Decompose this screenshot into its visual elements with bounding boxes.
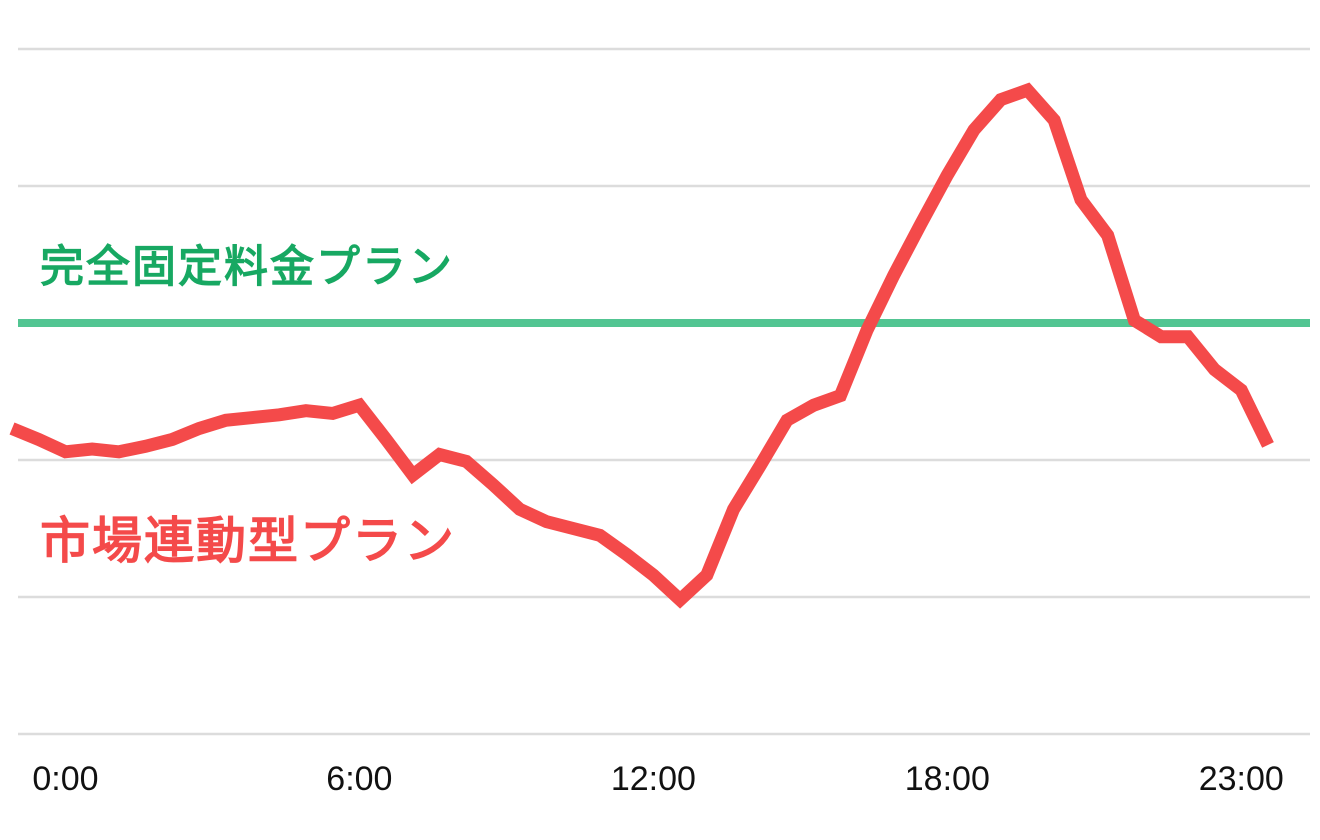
x-tick-label: 6:00 [326,760,392,798]
price-line [9,82,1274,609]
series-label: 市場連動型プラン [40,513,456,569]
x-tick-label: 18:00 [905,760,990,798]
x-tick-label: 0:00 [32,760,98,798]
x-tick-label: 12:00 [611,760,696,798]
fixed-plan-label: 完全固定料金プラン [40,242,454,292]
x-tick-label: 23:00 [1199,760,1284,798]
